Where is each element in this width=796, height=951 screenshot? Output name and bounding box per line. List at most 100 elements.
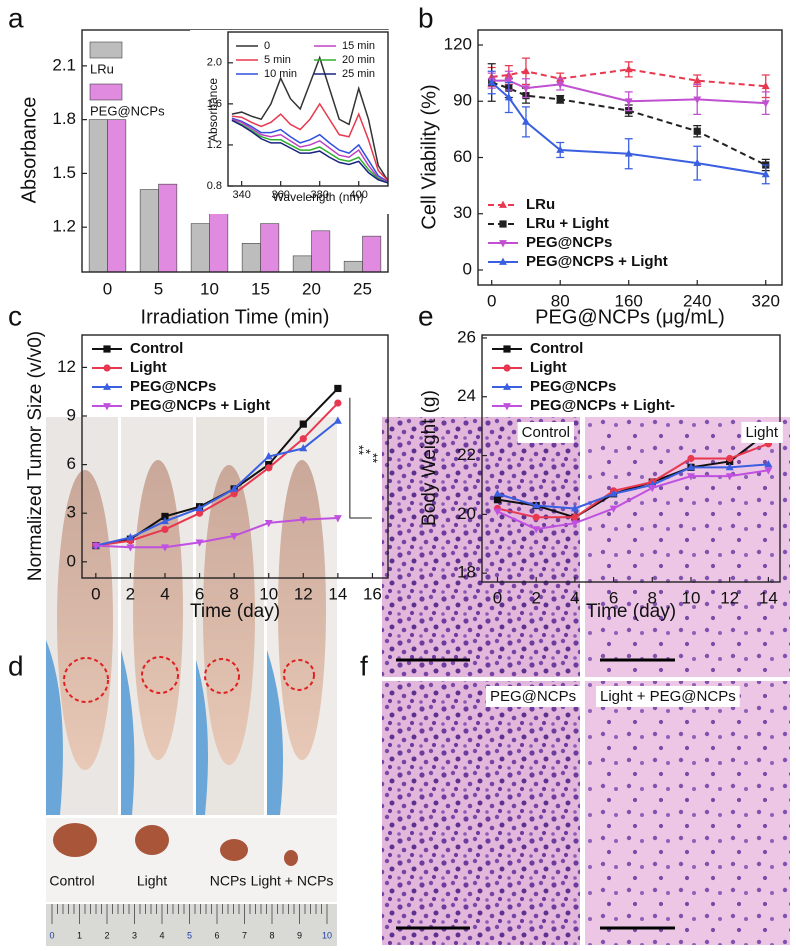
marker [230,484,239,492]
tumor-label: Control [49,873,94,889]
x-tick-label: 4 [570,588,579,607]
series-line [497,431,769,519]
ruler-label: 10 [322,930,332,940]
legend-label: LRu [90,61,114,76]
panel-label: f [360,650,368,681]
ruler-label: 3 [132,930,137,940]
y-tick-label: 1.6 [207,98,222,110]
marker [126,533,135,541]
x-tick-label: 14 [328,584,347,603]
histology-image [382,417,580,677]
legend-label: 20 min [342,54,375,66]
y-tick-label: 9 [67,405,76,424]
y-tick-label: 3 [67,503,76,522]
gloves [46,640,284,815]
legend-label: PEG@NCPs [530,378,616,395]
marker [161,512,169,521]
ruler-label: 9 [297,930,302,940]
legend-label: 5 min [264,54,291,66]
series-line [231,118,389,183]
marker [624,65,633,73]
marker [493,496,502,504]
legend-label: Light [130,359,167,376]
legend-label: PEG@NCPs [130,378,216,395]
marker [761,100,770,108]
y-tick-label: 26 [457,327,476,346]
tumors [53,823,298,866]
x-axis-label: Time (day) [586,601,676,622]
legend-label: 15 min [342,40,375,52]
ruler-label: 2 [104,930,109,940]
bar [139,189,159,273]
marker [687,473,695,481]
x-tick-label: 16 [363,584,382,603]
legend-label: Control [130,340,183,357]
legend-marker [103,403,111,411]
annotation: ** [351,445,366,455]
plot-frame [227,31,389,187]
bar [88,119,108,273]
marker [230,490,238,498]
legend-marker [103,382,111,390]
plot-frame [81,334,389,579]
marker [161,516,169,525]
marker [687,454,695,463]
histology-image [382,681,580,945]
bar [158,183,178,273]
marker [299,435,307,443]
legend-marker [499,257,507,265]
ruler-label: 7 [242,930,247,940]
marker [195,509,204,517]
x-tick-label: 6 [609,588,618,607]
marker [624,149,633,157]
legend-marker [503,382,511,390]
marker [609,489,618,497]
legend-swatch [89,41,123,59]
y-tick-label: 2.0 [207,57,222,69]
x-tick-label: 400 [350,189,368,201]
marker [126,544,135,552]
marker [761,170,770,178]
y-tick-label: 1.8 [52,109,76,128]
legend-label: PEG@NCPs [90,103,165,118]
x-tick-label: 240 [683,291,711,310]
bar [260,223,280,273]
ruler-label: 0 [49,930,54,940]
y-axis-label: Absorbance [18,97,40,204]
y-axis-label: Normalized Tumor Size (v/v0) [25,331,46,581]
annotation: ** [365,453,380,463]
x-tick-label: 10 [259,584,278,603]
legend-label: LRu + Light [526,215,609,232]
marker [725,473,734,481]
x-tick-label: 160 [615,291,643,310]
x-tick-label: 380 [311,189,329,201]
label-background [486,685,581,707]
histology-label: Light [745,424,778,441]
marker [648,485,657,493]
series-line [231,102,389,182]
legend-marker [503,364,511,372]
chart: 0 30 60 90 120 Cell Viability (%) PEG@NCPs (μg… [418,29,783,328]
x-tick-label: 14 [759,588,778,607]
marker [609,505,618,513]
marker [334,399,342,407]
bar [362,235,382,273]
label-background [596,685,740,707]
marker [570,504,579,512]
marker [195,539,204,547]
x-axis-label: PEG@NCPs (μg/mL) [535,306,725,328]
legend-label: Light [530,359,567,376]
marker [333,515,342,523]
ruler-label: 5 [187,930,192,940]
y-tick-label: 0.8 [207,180,222,192]
y-tick-label: 2.1 [52,55,76,74]
y-tick-label: 0 [463,259,472,278]
series-line [231,55,389,182]
x-tick-label: 2 [531,588,540,607]
series-line [231,117,389,183]
marker [493,489,502,497]
legend-marker [499,220,507,228]
x-tick-label: 15 [251,279,270,298]
histology-label: Control [522,424,570,441]
